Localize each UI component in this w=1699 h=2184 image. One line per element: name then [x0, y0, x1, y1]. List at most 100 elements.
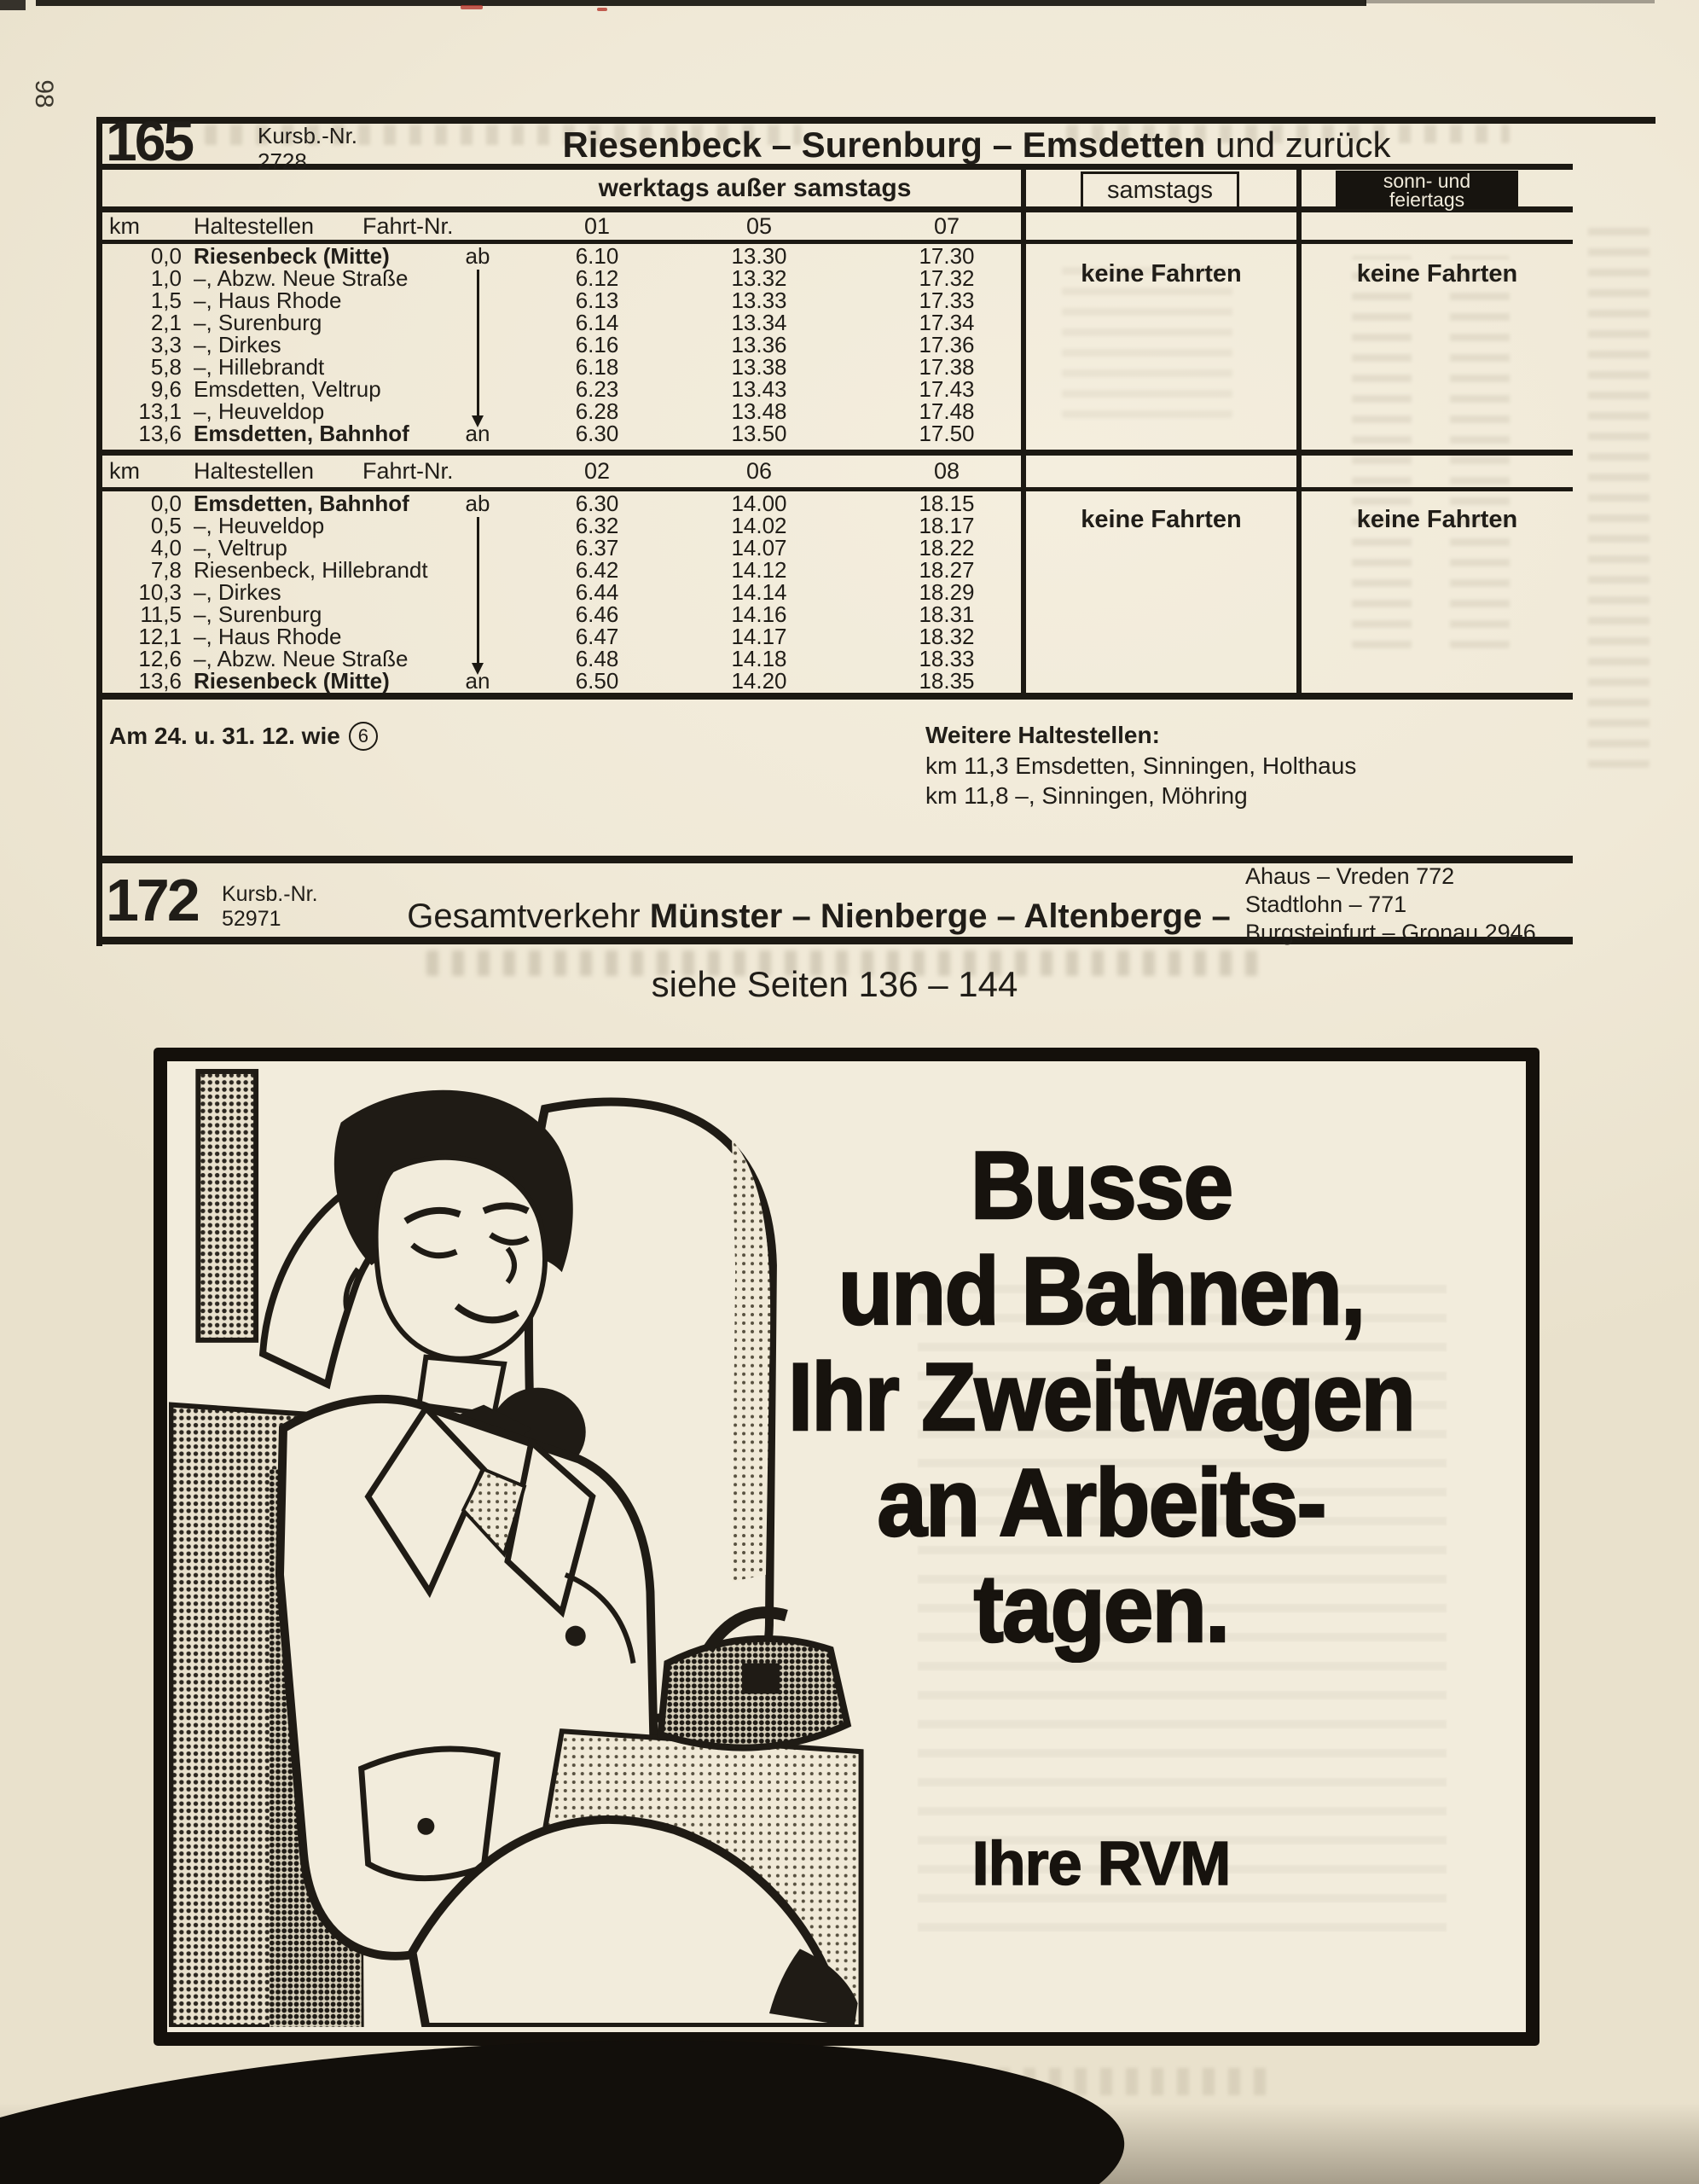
more-stops-title: Weitere Haltestellen: — [925, 722, 1160, 748]
trip-number: 06 — [745, 458, 773, 484]
scan-top-edge — [36, 0, 1366, 6]
connection-line: Stadtlohn – 771 — [1245, 892, 1407, 917]
time-value: 6.18 — [575, 353, 619, 380]
km-value: 12,1 — [138, 623, 182, 649]
time-value: 13.30 — [731, 243, 787, 270]
time-value: 18.15 — [919, 491, 975, 517]
ad-headline-line: an Arbeits- — [876, 1449, 1328, 1557]
col-km: km — [109, 212, 140, 239]
km-value: 1,5 — [150, 288, 182, 314]
ad-headline-line: Busse — [970, 1131, 1235, 1240]
ad-headline-line: tagen. — [972, 1554, 1231, 1663]
stop-name: Emsdetten, Bahnhof — [194, 420, 409, 446]
time-value: 17.50 — [919, 420, 975, 446]
bleed-through-smudge — [1062, 256, 1232, 418]
route-title-suffix: und zurück — [1205, 125, 1391, 165]
time-value: 18.31 — [919, 601, 975, 627]
time-value: 13.32 — [731, 265, 787, 292]
dayband-saturday-label: samstags — [1106, 176, 1214, 204]
time-value: 17.36 — [919, 332, 975, 358]
km-value: 0,5 — [150, 513, 182, 539]
timetable-row: 3,3 –, Dirkes 6.16 13.36 17.36 — [96, 332, 1023, 358]
bleed-through-smudge — [918, 1283, 1447, 1931]
page-number: 98 — [30, 79, 58, 108]
more-stops-line: km 11,8 –, Sinningen, Möhring — [925, 782, 1248, 809]
red-speck — [597, 8, 607, 11]
km-value: 11,5 — [140, 601, 182, 627]
connection-line: Burgsteinfurt – Gronau 2946 — [1245, 920, 1536, 945]
timetable-row: 5,8 –, Hillebrandt 6.18 13.38 17.38 — [96, 353, 1023, 380]
time-value: 18.35 — [919, 667, 975, 694]
bleed-through-smudge — [205, 125, 802, 145]
stop-name: –, Abzw. Neue Straße — [194, 265, 409, 292]
time-value: 6.12 — [575, 265, 619, 292]
time-value: 14.00 — [731, 491, 787, 517]
dayband-sunday-line1: sonn- und — [1383, 169, 1471, 192]
time-value: 17.43 — [919, 375, 975, 402]
rule-sunday-divider — [1296, 170, 1302, 693]
route-172-title-main: Münster – Nienberge – Altenberge – — [649, 897, 1231, 935]
timetable-row: 1,5 –, Haus Rhode 6.13 13.33 17.33 — [96, 288, 1023, 314]
bleed-through-smudge — [426, 950, 1262, 976]
time-value: 17.48 — [919, 398, 975, 424]
time-value: 6.10 — [575, 243, 619, 270]
km-value: 10,3 — [138, 579, 182, 606]
timetable-row: 11,5 –, Surenburg 6.46 14.16 18.31 — [96, 601, 1023, 627]
time-value: 14.16 — [731, 601, 787, 627]
time-value: 14.17 — [731, 623, 787, 649]
km-value: 2,1 — [150, 310, 182, 336]
stop-name: Emsdetten, Bahnhof — [194, 491, 409, 517]
more-stops-line: km 11,3 Emsdetten, Sinningen, Holthaus — [925, 752, 1357, 779]
km-value: 7,8 — [150, 557, 182, 584]
time-value: 13.33 — [731, 288, 787, 314]
km-value: 4,0 — [150, 535, 182, 561]
time-value: 17.30 — [919, 243, 975, 270]
stop-name: –, Surenburg — [194, 601, 322, 627]
time-value: 6.23 — [575, 375, 619, 402]
stop-name: –, Haus Rhode — [194, 288, 342, 314]
rule-saturday-divider — [1021, 170, 1026, 693]
ad-headline-line: Ihr Zweitwagen — [787, 1343, 1417, 1451]
km-value: 0,0 — [150, 243, 182, 270]
trip-number: 05 — [745, 212, 773, 239]
km-value: 5,8 — [150, 353, 182, 380]
ad-illustration — [168, 1065, 867, 2031]
stop-name: Emsdetten, Veltrup — [194, 375, 381, 402]
rule-under-dayband — [96, 206, 1573, 212]
relaxed-passenger-drawing — [168, 1068, 864, 2031]
time-value: 6.50 — [575, 667, 619, 694]
time-value: 13.38 — [731, 353, 787, 380]
time-value: 6.14 — [575, 310, 619, 336]
time-value: 13.34 — [731, 310, 787, 336]
trip-number: 01 — [583, 212, 611, 239]
time-value: 6.13 — [575, 288, 619, 314]
time-value: 14.18 — [731, 645, 787, 671]
stop-name: –, Abzw. Neue Straße — [194, 645, 409, 671]
stop-name: Riesenbeck (Mitte) — [194, 667, 390, 694]
km-value: 9,6 — [150, 375, 182, 402]
stop-name: –, Hillebrandt — [194, 353, 325, 380]
rule-between-tables — [96, 450, 1573, 456]
time-value: 14.12 — [731, 557, 787, 584]
rule-under-header2 — [96, 487, 1573, 491]
time-value: 6.37 — [575, 535, 619, 561]
route-title-main: Riesenbeck – Surenburg – Emsdetten — [562, 125, 1206, 165]
ab-an-mark: ab — [465, 243, 490, 270]
ab-an-mark: ab — [465, 491, 490, 517]
col-trip: Fahrt-Nr. — [362, 212, 454, 239]
route-number-172: 172 — [106, 867, 200, 933]
rule-under-title — [96, 164, 1573, 170]
time-value: 13.48 — [731, 398, 787, 424]
time-value: 13.36 — [731, 332, 787, 358]
col-trip: Fahrt-Nr. — [362, 458, 454, 484]
km-value: 13,1 — [138, 398, 182, 424]
dayband-weekday-label: werktags außer samstags — [598, 174, 912, 202]
kursbuch-label: Kursb.-Nr. — [258, 123, 358, 148]
bleed-through-smudge — [1066, 125, 1510, 143]
ad-headline-line: und Bahnen, — [837, 1237, 1366, 1345]
stop-name: –, Dirkes — [194, 579, 281, 606]
time-value: 6.16 — [575, 332, 619, 358]
time-value: 18.32 — [919, 623, 975, 649]
scan-corner-mark — [0, 0, 26, 10]
